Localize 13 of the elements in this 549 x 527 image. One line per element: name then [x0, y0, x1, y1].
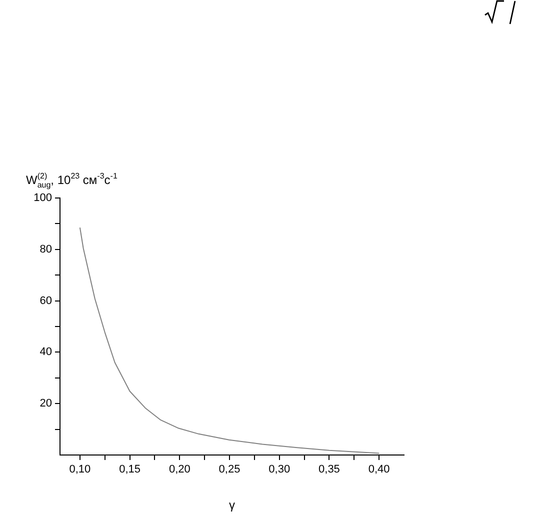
x-tick-label: 0,40 [368, 464, 390, 476]
x-tick-label: 0,15 [119, 464, 141, 476]
y-tick-label: 40 [40, 346, 52, 358]
y-tick-label: 20 [40, 398, 52, 410]
y-tick-label: 100 [34, 192, 52, 204]
x-axis-title: γ [229, 498, 235, 512]
y-tick-label: 80 [40, 243, 52, 256]
y-tick-label: 60 [40, 294, 52, 307]
x-tick-label: 0,30 [268, 464, 290, 476]
x-tick-label: 0,25 [218, 464, 240, 476]
x-tick-label: 0,20 [168, 464, 190, 476]
x-tick-label: 0,35 [318, 464, 340, 476]
x-tick-label: 0,10 [69, 464, 91, 476]
